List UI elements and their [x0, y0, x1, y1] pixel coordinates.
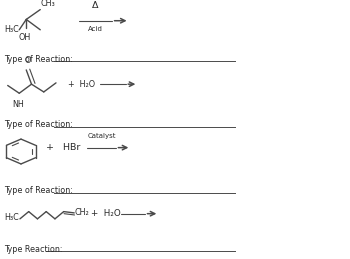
- Text: O: O: [24, 56, 30, 65]
- Text: OH: OH: [18, 33, 31, 42]
- Text: +   HBr: + HBr: [46, 143, 80, 152]
- Text: H₃C: H₃C: [5, 25, 19, 34]
- Text: CH₂: CH₂: [75, 208, 90, 217]
- Text: Δ: Δ: [92, 1, 98, 10]
- Text: Catalyst: Catalyst: [88, 133, 116, 139]
- Text: CH₃: CH₃: [41, 0, 56, 8]
- Text: +  H₂O: + H₂O: [68, 80, 95, 89]
- Text: Type Reaction:: Type Reaction:: [5, 245, 63, 254]
- Text: Acid: Acid: [88, 26, 103, 32]
- Text: NH: NH: [12, 100, 24, 110]
- Text: Type of Reaction:: Type of Reaction:: [5, 55, 73, 63]
- Text: +  H₂O: + H₂O: [91, 209, 121, 218]
- Text: H₃C: H₃C: [5, 213, 19, 222]
- Text: Type of Reaction:: Type of Reaction:: [5, 120, 73, 129]
- Text: Type of Reaction:: Type of Reaction:: [5, 186, 73, 195]
